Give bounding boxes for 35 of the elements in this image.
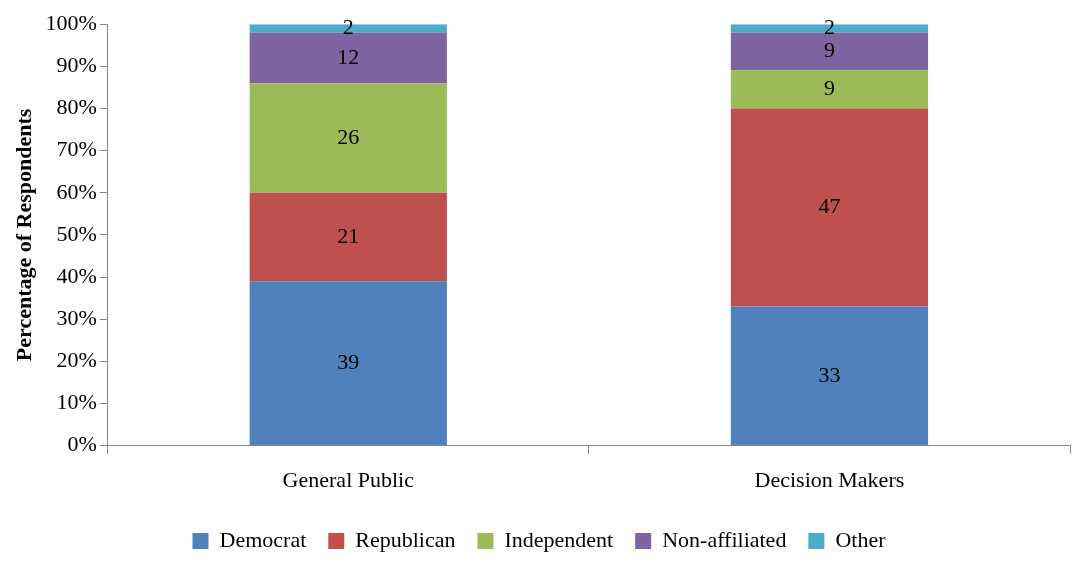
bar <box>249 32 447 84</box>
data-label: 9 <box>823 75 835 101</box>
y-tick-label: 0% <box>67 431 97 457</box>
y-tick-label: 20% <box>56 347 97 373</box>
legend-label: Democrat <box>219 526 307 552</box>
bar <box>730 306 929 446</box>
data-label: 12 <box>337 43 360 69</box>
x-tick-label: Decision Makers <box>754 466 905 492</box>
y-tick-label: 90% <box>56 52 97 78</box>
data-label: 26 <box>337 123 360 149</box>
y-tick-label: 50% <box>56 220 97 246</box>
bar <box>249 192 447 282</box>
y-tick-label: 40% <box>56 262 97 288</box>
y-tick-label: 10% <box>56 389 97 415</box>
legend-label: Republican <box>355 526 456 552</box>
y-tick-label: 70% <box>56 136 97 162</box>
legend-label: Independent <box>504 526 614 552</box>
x-tick-label: General Public <box>282 466 415 492</box>
data-label: 39 <box>337 348 360 374</box>
y-tick-label: 80% <box>56 94 97 120</box>
bar <box>249 83 447 193</box>
data-label: 47 <box>818 193 841 219</box>
data-label: 9 <box>823 37 835 63</box>
bar <box>730 32 929 71</box>
y-tick-label: 100% <box>45 9 97 35</box>
legend-label: Non-affiliated <box>662 526 787 552</box>
data-label: 33 <box>818 361 841 387</box>
bar <box>249 281 447 446</box>
y-tick-label: 60% <box>56 178 97 204</box>
bar <box>730 70 929 109</box>
y-tick-label: 30% <box>56 304 97 330</box>
data-label: 21 <box>337 222 360 248</box>
bar <box>730 108 929 307</box>
y-axis-title: Percentage of Respondents <box>10 108 36 362</box>
legend-label: Other <box>835 526 887 552</box>
